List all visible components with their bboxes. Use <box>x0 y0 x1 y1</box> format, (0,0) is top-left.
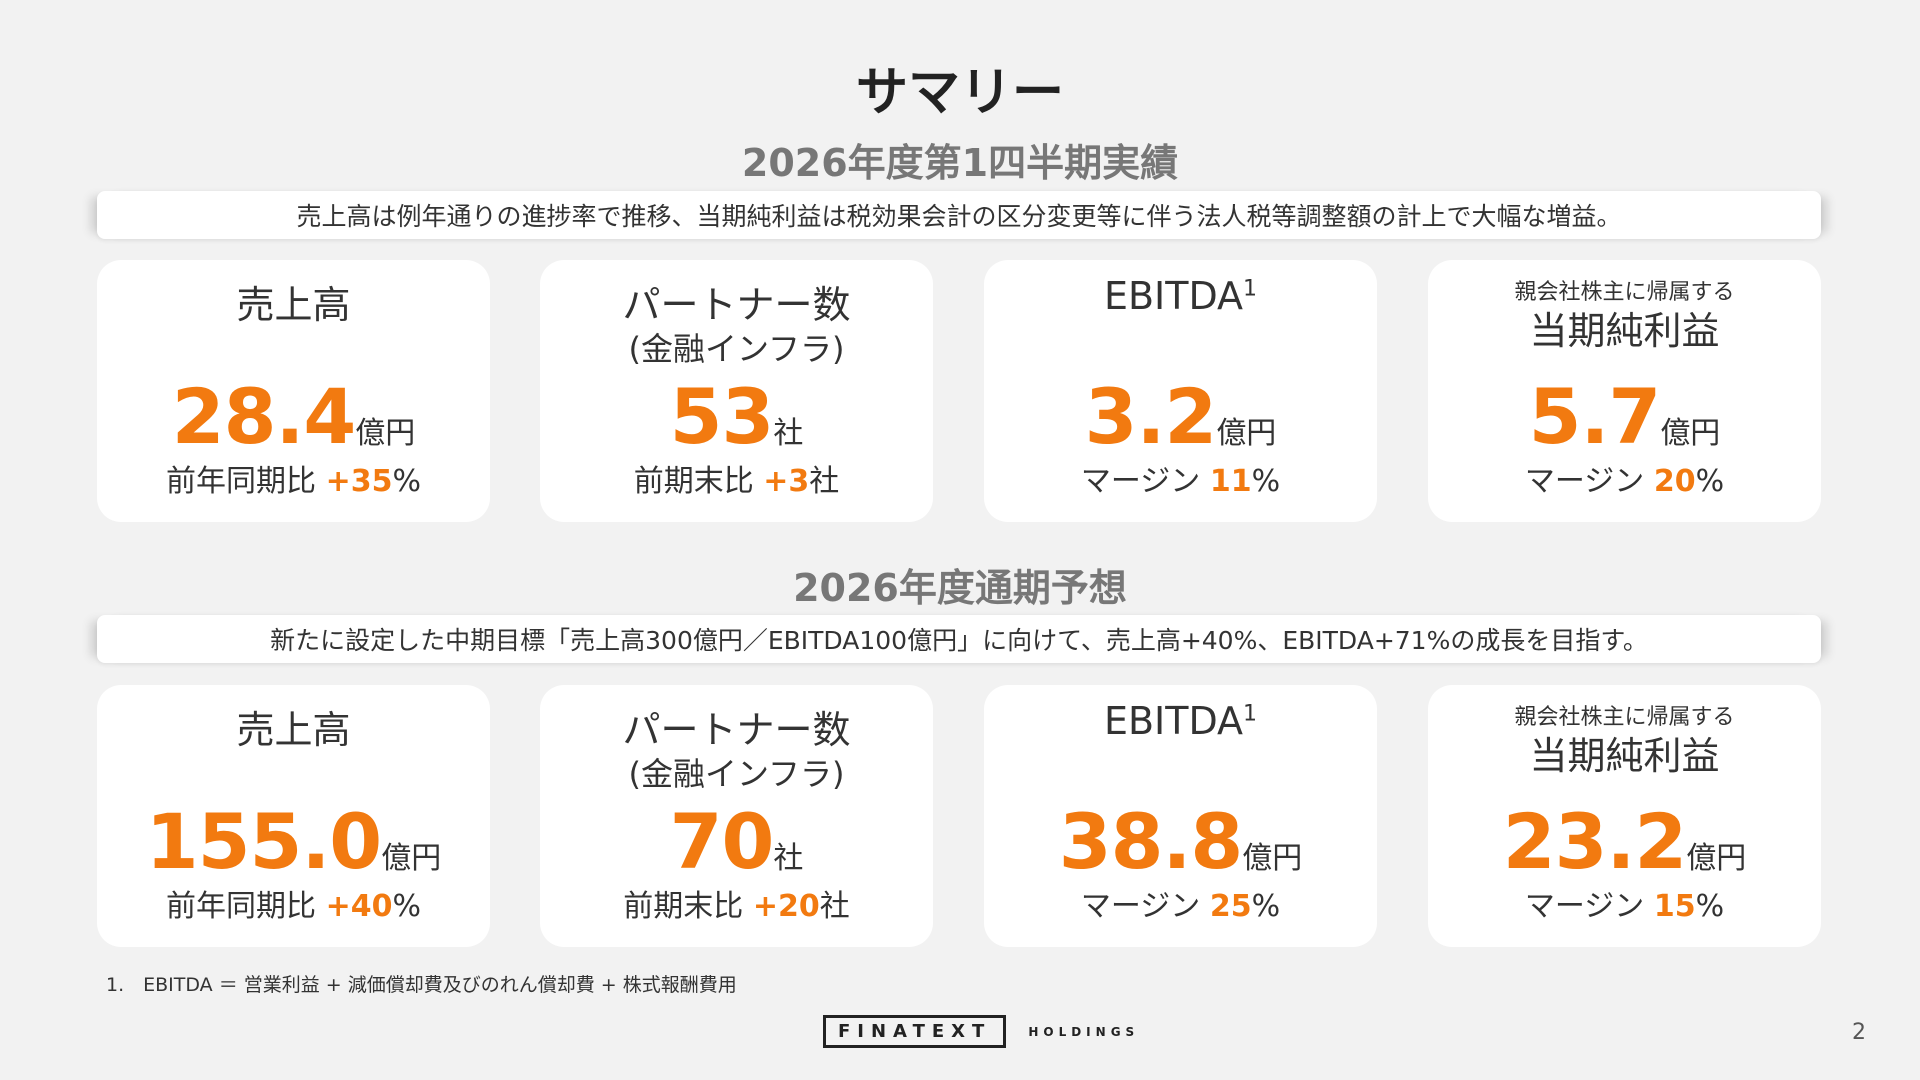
card-sub-row: マージン 15% <box>1428 881 1821 925</box>
card-unit: 社 <box>773 416 804 451</box>
forecast-summary-text: 新たに設定した中期目標「売上高300億円／EBITDA100億円」に向けて、売上… <box>270 626 1648 655</box>
card-sub-row: 前期末比 +3社 <box>540 456 933 500</box>
footnote-marker: 1 <box>1243 701 1258 727</box>
card-unit: 億円 <box>1216 416 1277 451</box>
card-label: 当期純利益 <box>1529 309 1720 353</box>
logo-main: FINATEXT <box>823 1015 1007 1048</box>
actual-section-heading: 2026年度第1四半期実績 <box>741 141 1179 185</box>
card-unit: 億円 <box>355 416 416 451</box>
card-sub-value: 11 <box>1209 464 1252 499</box>
forecast-card-revenue: 売上高 155.0億円 前年同期比 +40% <box>97 685 490 947</box>
card-sub-row: 前年同期比 +40% <box>97 881 490 925</box>
card-sub-suffix: % <box>1695 889 1725 924</box>
card-value-row: 155.0億円 <box>97 797 490 886</box>
card-value-row: 70社 <box>540 797 933 886</box>
card-unit: 億円 <box>1686 841 1747 876</box>
forecast-cards: 売上高 155.0億円 前年同期比 +40% パートナー数 (金融インフラ) 7… <box>97 685 1821 947</box>
card-label: 売上高 <box>236 283 351 327</box>
card-label-small: 親会社株主に帰属する <box>1514 280 1735 305</box>
card-label: パートナー数 <box>622 283 851 327</box>
card-value: 53 <box>669 372 775 461</box>
card-sub-suffix: % <box>1251 464 1281 499</box>
card-sub-prefix: 前年同期比 <box>166 464 326 499</box>
actual-card-net-income: 親会社株主に帰属する 当期純利益 5.7億円 マージン 20% <box>1428 260 1821 522</box>
card-sub-row: マージン 20% <box>1428 456 1821 500</box>
actual-summary-bar: 売上高は例年通りの進捗率で推移、当期純利益は税効果会計の区分変更等に伴う法人税等… <box>97 191 1821 239</box>
card-unit: 社 <box>773 841 804 876</box>
forecast-card-net-income: 親会社株主に帰属する 当期純利益 23.2億円 マージン 15% <box>1428 685 1821 947</box>
card-value: 23.2 <box>1502 797 1688 886</box>
card-label-sub: (金融インフラ) <box>628 755 845 793</box>
card-label-small: 親会社株主に帰属する <box>1514 705 1735 730</box>
card-unit: 億円 <box>1242 841 1303 876</box>
card-sub-row: 前年同期比 +35% <box>97 456 490 500</box>
page-number: 2 <box>1852 1020 1866 1045</box>
card-label: 売上高 <box>236 708 351 752</box>
card-sub-value: +20 <box>752 889 820 924</box>
card-label: 当期純利益 <box>1529 734 1720 778</box>
actual-card-partners: パートナー数 (金融インフラ) 53社 前期末比 +3社 <box>540 260 933 522</box>
card-value: 28.4 <box>171 372 357 461</box>
page-title: サマリー <box>855 63 1064 123</box>
card-sub-suffix: 社 <box>819 889 850 924</box>
card-value: 38.8 <box>1058 797 1244 886</box>
card-sub-suffix: % <box>1695 464 1725 499</box>
card-value-row: 5.7億円 <box>1428 372 1821 461</box>
footnote: 1. EBITDA ＝ 営業利益 + 減価償却費及びのれん償却費 + 株式報酬費… <box>106 974 737 996</box>
card-sub-value: 25 <box>1209 889 1252 924</box>
card-label: EBITDA <box>1103 699 1244 743</box>
card-sub-prefix: マージン <box>1524 889 1654 924</box>
forecast-section-heading: 2026年度通期予想 <box>793 566 1127 610</box>
card-sub-suffix: % <box>1251 889 1281 924</box>
card-label-sub: (金融インフラ) <box>628 330 845 368</box>
card-value: 155.0 <box>145 797 382 886</box>
card-sub-prefix: マージン <box>1524 464 1654 499</box>
card-sub-value: +3 <box>763 464 810 499</box>
card-sub-value: 20 <box>1653 464 1696 499</box>
card-label-wrap: EBITDA1 <box>984 274 1377 318</box>
card-value-row: 23.2億円 <box>1428 797 1821 886</box>
forecast-summary-bar: 新たに設定した中期目標「売上高300億円／EBITDA100億円」に向けて、売上… <box>97 615 1821 663</box>
actual-card-ebitda: EBITDA1 3.2億円 マージン 11% <box>984 260 1377 522</box>
card-label: EBITDA <box>1103 274 1244 318</box>
actual-card-revenue: 売上高 28.4億円 前年同期比 +35% <box>97 260 490 522</box>
card-unit: 億円 <box>381 841 442 876</box>
card-sub-suffix: % <box>392 889 421 924</box>
card-value-row: 28.4億円 <box>97 372 490 461</box>
card-sub-value: +35 <box>325 464 393 499</box>
card-value-row: 53社 <box>540 372 933 461</box>
actual-cards: 売上高 28.4億円 前年同期比 +35% パートナー数 (金融インフラ) 53… <box>97 260 1821 522</box>
card-sub-value: 15 <box>1653 889 1696 924</box>
card-value-row: 38.8億円 <box>984 797 1377 886</box>
card-sub-value: +40 <box>325 889 393 924</box>
card-sub-row: 前期末比 +20社 <box>540 881 933 925</box>
company-logo: FINATEXT HOLDINGS <box>823 1015 1139 1048</box>
card-label: パートナー数 <box>622 708 851 752</box>
card-value: 3.2 <box>1084 372 1218 461</box>
actual-summary-text: 売上高は例年通りの進捗率で推移、当期純利益は税効果会計の区分変更等に伴う法人税等… <box>296 202 1622 231</box>
forecast-card-partners: パートナー数 (金融インフラ) 70社 前期末比 +20社 <box>540 685 933 947</box>
card-sub-suffix: 社 <box>809 464 840 499</box>
card-label-wrap: EBITDA1 <box>984 699 1377 743</box>
card-sub-row: マージン 25% <box>984 881 1377 925</box>
card-sub-suffix: % <box>392 464 421 499</box>
card-value-row: 3.2億円 <box>984 372 1377 461</box>
footnote-marker: 1 <box>1243 276 1258 302</box>
card-sub-prefix: マージン <box>1080 464 1210 499</box>
card-sub-prefix: 前年同期比 <box>166 889 326 924</box>
card-sub-prefix: 前期末比 <box>623 889 753 924</box>
card-unit: 億円 <box>1660 416 1721 451</box>
card-value: 70 <box>669 797 775 886</box>
logo-sub: HOLDINGS <box>1028 1024 1140 1039</box>
card-sub-prefix: マージン <box>1080 889 1210 924</box>
forecast-card-ebitda: EBITDA1 38.8億円 マージン 25% <box>984 685 1377 947</box>
card-sub-prefix: 前期末比 <box>633 464 764 499</box>
card-value: 5.7 <box>1528 372 1662 461</box>
card-sub-row: マージン 11% <box>984 456 1377 500</box>
